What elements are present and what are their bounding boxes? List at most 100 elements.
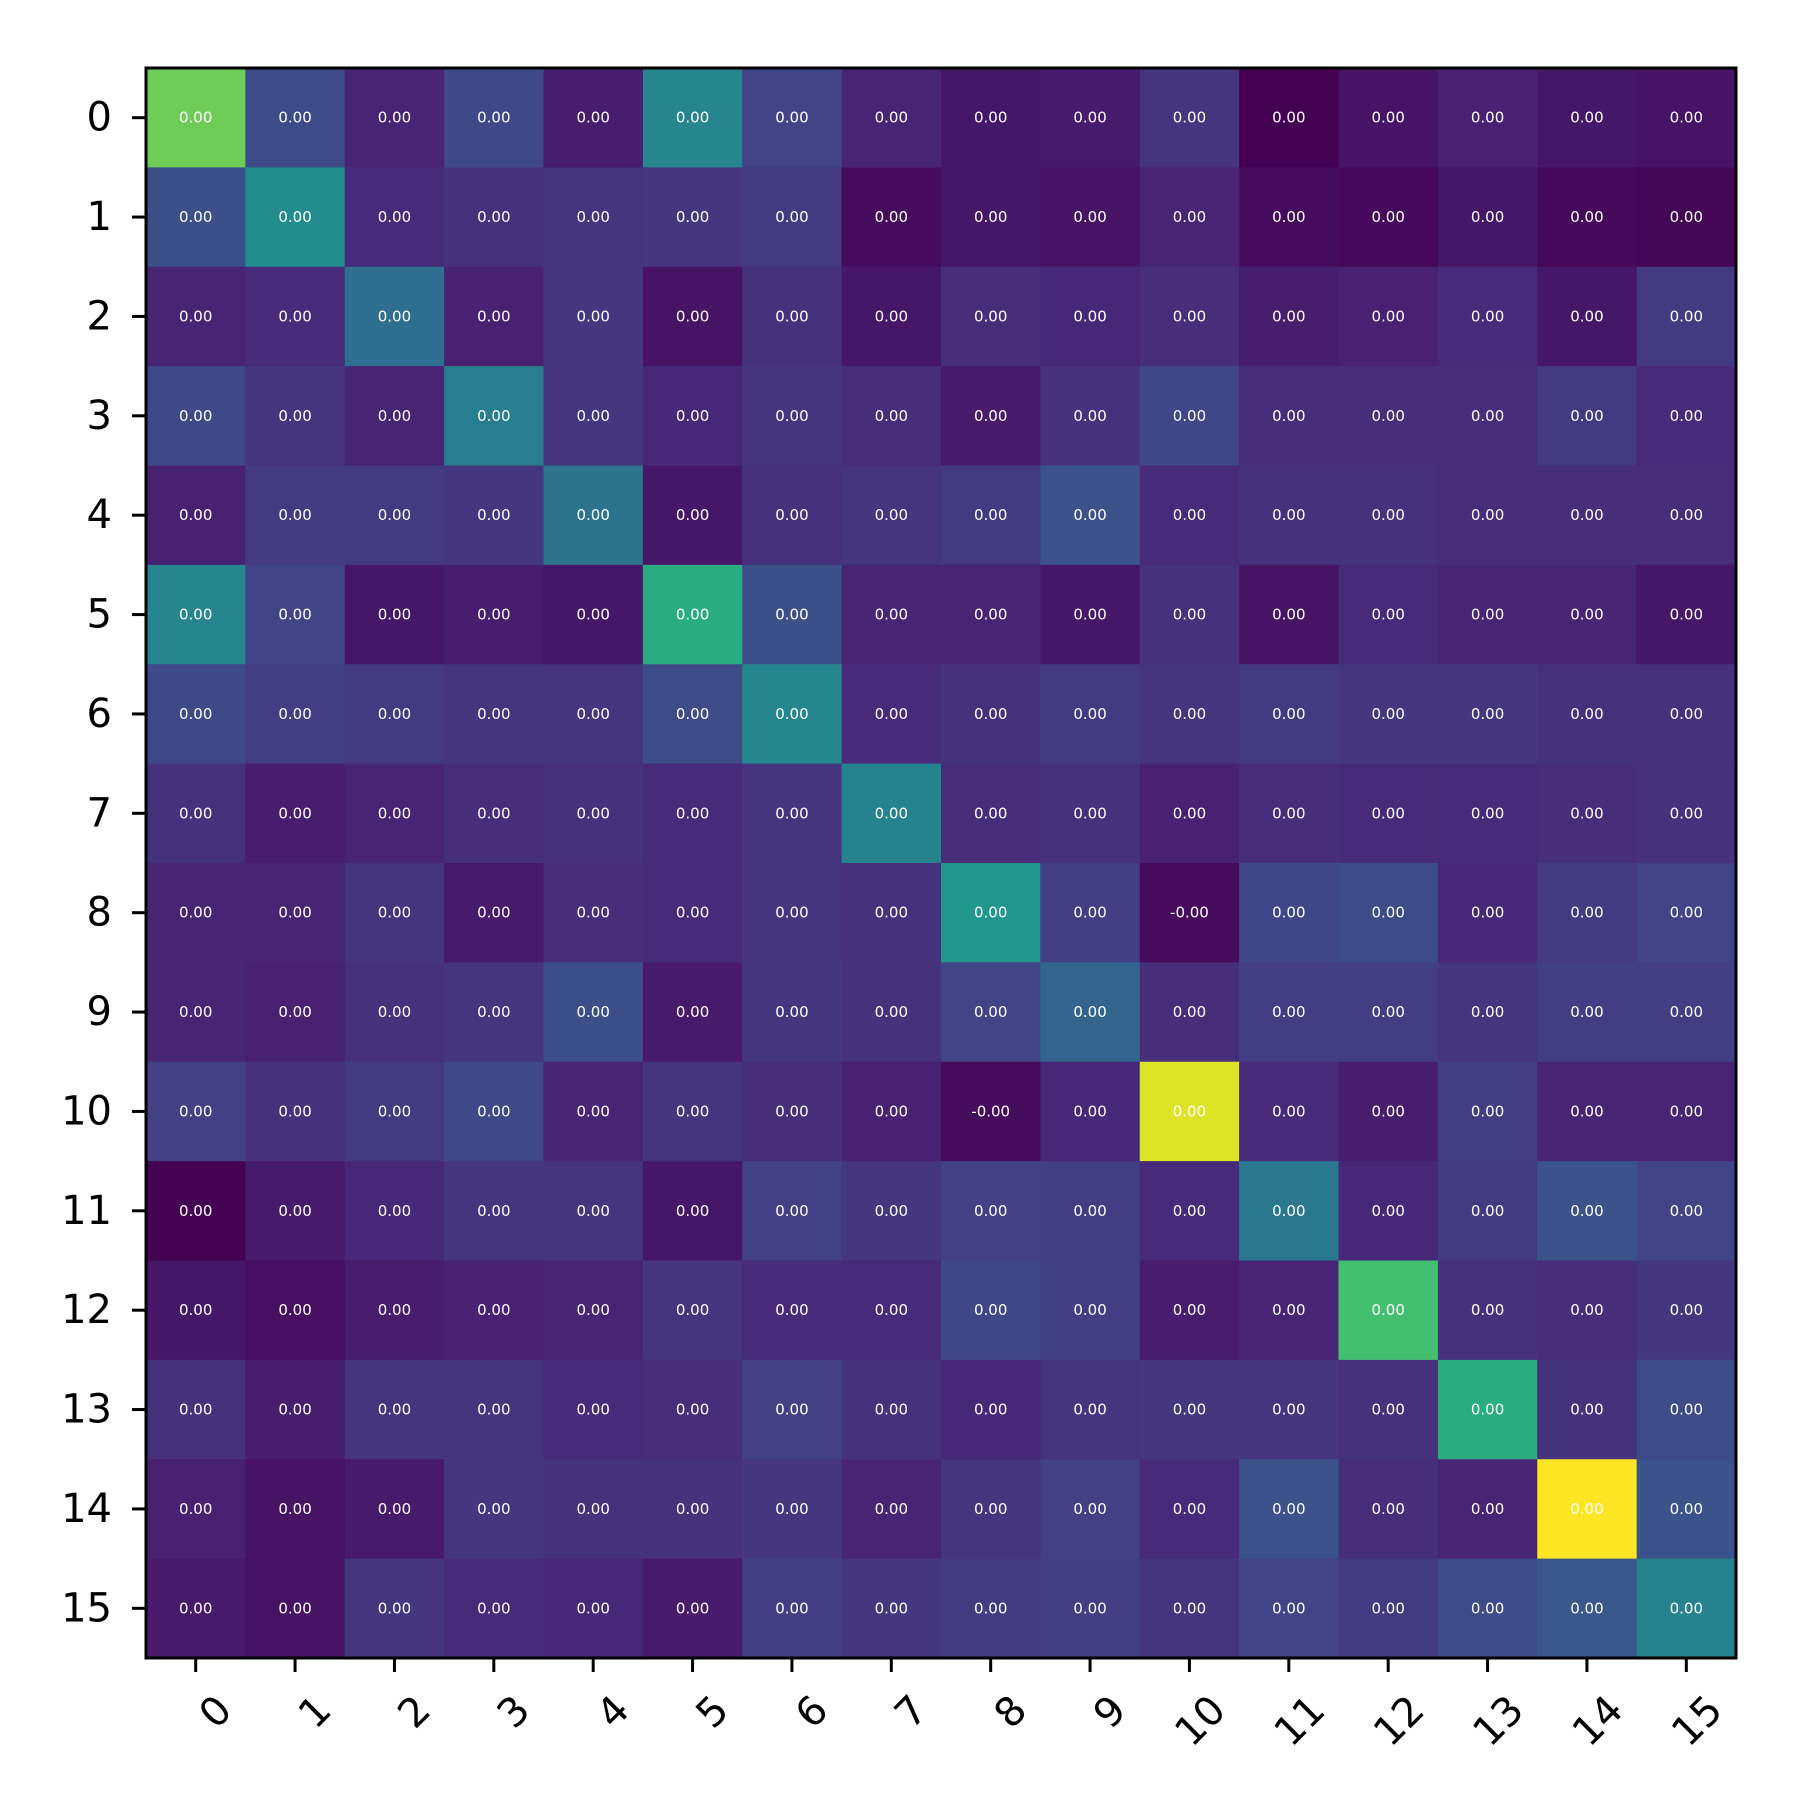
cell-value-label: 0.00 <box>378 307 411 325</box>
heatmap-cell-r12-c13 <box>1437 1260 1538 1361</box>
cell-value-label: 0.00 <box>1272 109 1305 127</box>
cell-value-label: 0.00 <box>477 506 510 524</box>
cell-value-label: 0.00 <box>1570 1003 1603 1021</box>
cell-value-label: 0.00 <box>576 804 609 822</box>
heatmap-cell-r15-c11 <box>1239 1558 1340 1659</box>
cell-value-label: 0.00 <box>1173 506 1206 524</box>
cell-value-label: 0.00 <box>179 307 212 325</box>
cell-value-label: 0.00 <box>775 904 808 922</box>
heatmap-cell-labels: 0.00 0.00 0.00 0.00 0.00 0.00 0.00 0.00 0.00 0.00… <box>179 109 1703 1618</box>
cell-value-label: 0.00 <box>974 1301 1007 1319</box>
cell-value-label: 0.00 <box>477 705 510 723</box>
heatmap-cell-r12-c9 <box>1040 1260 1141 1361</box>
cell-value-label: 0.00 <box>775 1500 808 1518</box>
cell-value-label: 0.00 <box>1173 1401 1206 1419</box>
cell-value-label: 0.00 <box>278 506 311 524</box>
cell-value-label: 0.00 <box>1570 208 1603 226</box>
heatmap-cell-r14-c11 <box>1239 1459 1340 1560</box>
heatmap-cell-r6-c0 <box>146 664 246 765</box>
heatmap-cell-r1-c2 <box>344 167 445 268</box>
heatmap-cell-r5-c15 <box>1636 564 1737 665</box>
cell-value-label: 0.00 <box>179 109 212 127</box>
heatmap-cell-r15-c9 <box>1040 1558 1141 1659</box>
cell-value-label: 0.00 <box>775 606 808 624</box>
heatmap-cell-r6-c8 <box>941 664 1041 765</box>
cell-value-label: 0.00 <box>1371 804 1404 822</box>
cell-value-label: 0.00 <box>875 1003 908 1021</box>
heatmap-cell-r7-c9 <box>1040 763 1141 864</box>
heatmap-cell-r10-c14 <box>1537 1061 1638 1162</box>
heatmap-cell-r0-c2 <box>344 68 445 168</box>
heatmap-cell-r0-c4 <box>543 68 644 168</box>
heatmap-cell-r14-c10 <box>1139 1459 1240 1560</box>
cell-value-label: 0.00 <box>676 705 709 723</box>
heatmap-cell-r14-c12 <box>1338 1459 1439 1560</box>
heatmap-cell-r1-c10 <box>1139 167 1240 268</box>
heatmap-cell-r10-c2 <box>344 1061 445 1162</box>
cell-value-label: 0.00 <box>1570 407 1603 425</box>
cell-value-label: 0.00 <box>477 804 510 822</box>
heatmap-cell-r4-c12 <box>1338 465 1439 566</box>
cell-value-label: 0.00 <box>378 1102 411 1120</box>
heatmap-cell-r2-c4 <box>543 266 644 367</box>
heatmap-cell-r9-c6 <box>742 962 843 1063</box>
heatmap-cell-r2-c11 <box>1239 266 1340 367</box>
cell-value-label: 0.00 <box>1471 1102 1504 1120</box>
cell-value-label: 0.00 <box>1670 904 1703 922</box>
cell-value-label: 0.00 <box>1272 1301 1305 1319</box>
heatmap-cell-r7-c14 <box>1537 763 1638 864</box>
heatmap-cell-r12-c7 <box>841 1260 942 1361</box>
cell-value-label: 0.00 <box>1670 1102 1703 1120</box>
heatmap-cell-r0-c15 <box>1636 68 1737 168</box>
cell-value-label: 0.00 <box>1371 1202 1404 1220</box>
heatmap-cell-r0-c9 <box>1040 68 1141 168</box>
x-tick-label: 15 <box>1663 1687 1732 1756</box>
cell-value-label: 0.00 <box>1570 1500 1603 1518</box>
cell-value-label: 0.00 <box>378 407 411 425</box>
heatmap-cell-r0-c11 <box>1239 68 1340 168</box>
y-tick-label: 11 <box>61 1188 112 1234</box>
heatmap-cell-r12-c15 <box>1636 1260 1737 1361</box>
heatmap-cell-r1-c12 <box>1338 167 1439 268</box>
cell-value-label: 0.00 <box>1670 1301 1703 1319</box>
heatmap-cell-r6-c10 <box>1139 664 1240 765</box>
cell-value-label: 0.00 <box>1371 904 1404 922</box>
heatmap-cell-r12-c10 <box>1139 1260 1240 1361</box>
heatmap-cell-r0-c7 <box>841 68 942 168</box>
cell-value-label: 0.00 <box>974 307 1007 325</box>
heatmap-cell-r10-c8 <box>941 1061 1041 1162</box>
cell-value-label: 0.00 <box>974 904 1007 922</box>
cell-value-label: 0.00 <box>1173 804 1206 822</box>
x-tick-label: 4 <box>588 1687 639 1738</box>
heatmap-cell-r4-c15 <box>1636 465 1737 566</box>
cell-value-label: 0.00 <box>1471 804 1504 822</box>
heatmap-cell-r7-c7 <box>841 763 942 864</box>
cell-value-label: 0.00 <box>1073 705 1106 723</box>
heatmap-cell-r15-c6 <box>742 1558 843 1659</box>
heatmap-cell-r6-c9 <box>1040 664 1141 765</box>
heatmap-cell-r1-c0 <box>146 167 246 268</box>
heatmap-cell-r1-c3 <box>444 167 545 268</box>
heatmap-cell-r13-c1 <box>245 1359 346 1460</box>
cell-value-label: 0.00 <box>974 1500 1007 1518</box>
heatmap-cell-r3-c4 <box>543 366 644 467</box>
cell-value-label: 0.00 <box>576 1301 609 1319</box>
heatmap-cell-r14-c14 <box>1537 1459 1638 1560</box>
cell-value-label: 0.00 <box>1073 804 1106 822</box>
cell-value-label: 0.00 <box>775 1202 808 1220</box>
heatmap-cell-r10-c3 <box>444 1061 545 1162</box>
heatmap-cell-r9-c4 <box>543 962 644 1063</box>
cell-value-label: 0.00 <box>179 606 212 624</box>
cell-value-label: 0.00 <box>278 109 311 127</box>
cell-value-label: 0.00 <box>676 1599 709 1617</box>
heatmap-cell-r10-c1 <box>245 1061 346 1162</box>
heatmap-cell-r13-c10 <box>1139 1359 1240 1460</box>
heatmap-cell-r0-c6 <box>742 68 843 168</box>
cell-value-label: 0.00 <box>775 506 808 524</box>
cell-value-label: 0.00 <box>875 307 908 325</box>
cell-value-label: 0.00 <box>875 506 908 524</box>
heatmap-cell-r6-c1 <box>245 664 346 765</box>
heatmap-cell-r12-c5 <box>642 1260 743 1361</box>
cell-value-label: 0.00 <box>875 606 908 624</box>
heatmap-cell-r5-c12 <box>1338 564 1439 665</box>
